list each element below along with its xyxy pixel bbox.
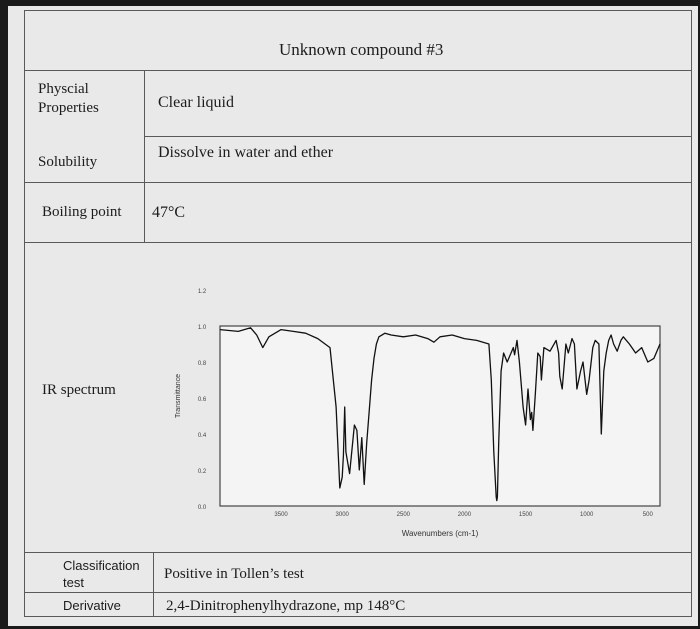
solubility-label: Solubility: [38, 154, 98, 170]
boiling-point-value: 47°C: [152, 204, 186, 221]
classification-label: Classification test: [63, 557, 140, 591]
row-divider: [24, 182, 692, 183]
x-axis-label: Wavenumbers (cm-1): [402, 529, 479, 538]
plot-area: [219, 325, 661, 507]
ir-spectrum-label: IR spectrum: [42, 382, 116, 398]
x-tick-label: 3500: [274, 512, 288, 518]
y-tick-label: 0.4: [198, 433, 207, 439]
y-tick-label: 0.8: [198, 361, 207, 367]
table-border-top: [24, 10, 692, 11]
solubility-value: Dissolve in water and ether: [158, 144, 334, 161]
y-tick-label: 0.0: [198, 505, 207, 511]
page-title: Unknown compound #3: [279, 40, 444, 59]
y-axis-label: Transmittance: [175, 374, 182, 418]
boiling-point-label: Boiling point: [42, 204, 122, 220]
x-tick-label: 1000: [580, 512, 594, 518]
physical-properties-value: Clear liquid: [158, 94, 234, 111]
row-divider: [24, 242, 692, 243]
x-tick-label: 1500: [519, 512, 533, 518]
ir-spectrum-chart: 0.0 0.2 0.4 0.6 0.8 1.0 1.2 3500 3000 2500 2000 15…: [175, 289, 661, 538]
y-tick-label: 1.0: [198, 325, 207, 331]
column-divider: [144, 70, 145, 242]
spectrum-line: [219, 327, 661, 502]
document-sheet: Unknown compound #3 Physcial Properties …: [8, 6, 698, 626]
derivative-value: 2,4-Dinitrophenylhydrazone, mp 148°C: [166, 598, 406, 614]
y-tick-label: 0.6: [198, 397, 207, 403]
derivative-label: Derivative: [63, 598, 121, 613]
y-tick-label: 0.2: [198, 469, 207, 475]
table-border-left: [24, 10, 25, 616]
row-divider: [24, 552, 692, 553]
compound-table: Unknown compound #3 Physcial Properties …: [24, 10, 692, 620]
row-divider: [144, 136, 692, 137]
x-tick-label: 3000: [336, 512, 350, 518]
y-tick-label: 1.2: [198, 289, 207, 295]
column-divider: [153, 552, 154, 616]
x-tick-label: 500: [643, 512, 654, 518]
x-tick-label: 2500: [397, 512, 411, 518]
row-divider: [24, 70, 692, 71]
x-tick-label: 2000: [458, 512, 472, 518]
classification-label-line2: test: [63, 575, 84, 590]
physical-properties-label: Physcial Properties: [38, 80, 99, 118]
classification-value: Positive in Tollen’s test: [164, 566, 304, 582]
classification-label-line1: Classification: [63, 558, 140, 573]
physical-properties-label-line1: Physcial: [38, 81, 89, 97]
physical-properties-label-line2: Properties: [38, 100, 99, 116]
row-divider: [24, 592, 692, 593]
table-border-bottom: [24, 616, 692, 617]
table-border-right: [691, 10, 692, 616]
